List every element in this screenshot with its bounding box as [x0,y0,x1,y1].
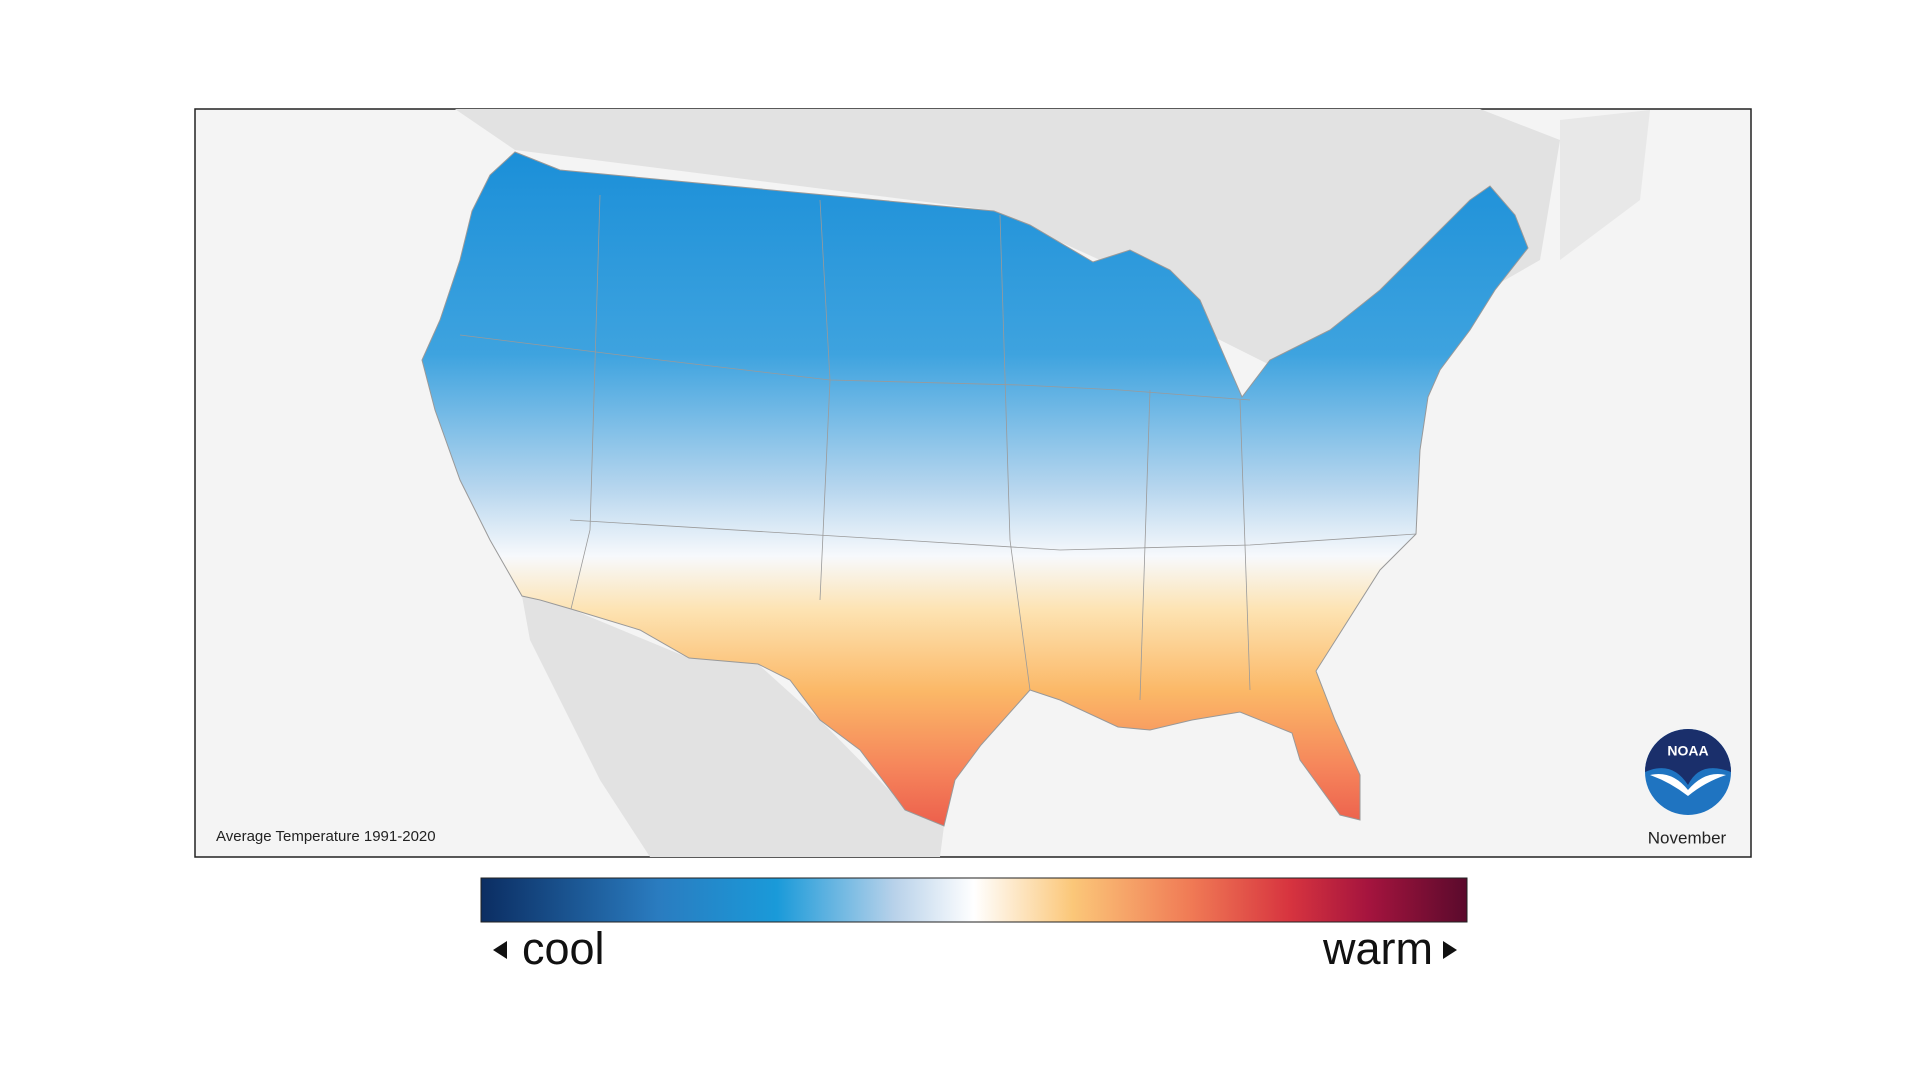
land-background [455,109,1650,857]
logo-gull [1650,774,1726,796]
temperature-map [421,151,1529,827]
logo-text: NOAA [1667,743,1708,759]
logo-top [1645,729,1731,785]
state-borders [459,194,1417,701]
low-label: cool [522,923,605,974]
month-label: November [1648,828,1727,847]
high-label: warm [1322,923,1433,974]
warm-arrow [1443,941,1457,959]
noaa-logo: NOAA [1645,729,1731,815]
cool-arrow [493,941,507,959]
map-caption: Average Temperature 1991-2020 [216,828,436,845]
color-bar [480,877,1468,923]
